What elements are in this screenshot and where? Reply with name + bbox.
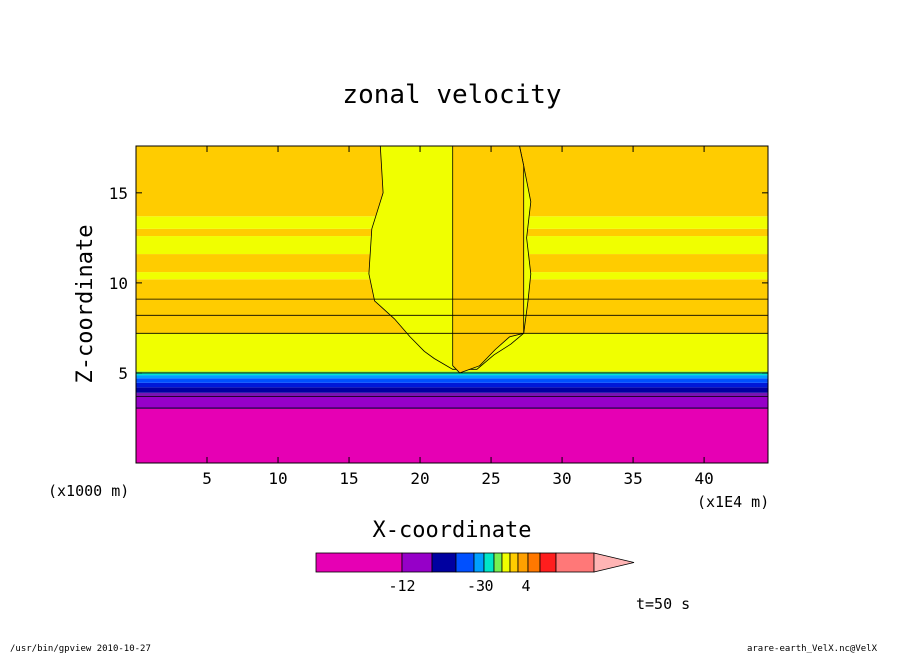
fill-layer-8 xyxy=(136,371,768,373)
x-tick-label: 15 xyxy=(339,469,358,488)
colorbar-box-8 xyxy=(509,552,519,573)
fill-layer-7 xyxy=(136,372,768,376)
colorbar-box-0 xyxy=(315,552,403,573)
plot-frame xyxy=(135,145,769,464)
y-tick-label: 5 xyxy=(118,364,128,383)
plot-area: 5 10 15 20 25 30 35 40 5 10 15 xyxy=(109,145,769,488)
colorbar-box-10 xyxy=(527,552,541,573)
y-axis-label: Z-coordinate xyxy=(73,225,98,384)
fill-layer-5 xyxy=(136,378,768,383)
colorbar-box-12 xyxy=(555,552,595,573)
colorbar-labels: -12 -3 0 4 xyxy=(388,577,530,595)
footer-right: arare-earth_VelX.nc@VelX xyxy=(747,644,878,654)
colorbar-box-4 xyxy=(473,552,485,573)
center-features xyxy=(368,145,532,374)
colorbar-box-6 xyxy=(493,552,503,573)
y-axis-ticks: 5 10 15 xyxy=(109,184,768,383)
x-tick-label: 30 xyxy=(552,469,571,488)
colorbar-arrow xyxy=(593,552,635,573)
colorbar-box-9 xyxy=(517,552,529,573)
x-tick-label: 20 xyxy=(410,469,429,488)
x-tick-label: 10 xyxy=(268,469,287,488)
fill-layer-6 xyxy=(136,375,768,379)
footer-left: /usr/bin/gpview 2010-10-27 xyxy=(10,644,151,654)
x-tick-label: 35 xyxy=(623,469,642,488)
colorbar-box-1 xyxy=(401,552,433,573)
y-tick-label: 10 xyxy=(109,274,128,293)
orange-wedge xyxy=(452,145,525,374)
fill-layer-0 xyxy=(136,408,768,463)
y-unit-label: (x1000 m) xyxy=(48,482,129,500)
x-axis-label: X-coordinate xyxy=(373,518,532,543)
colorbar-label: -3 xyxy=(467,577,485,595)
fill-layer-4 xyxy=(136,382,768,388)
colorbar xyxy=(315,552,635,573)
colorbar-label: 4 xyxy=(521,577,530,595)
time-annotation: t=50 s xyxy=(636,595,690,613)
colorbar-label: -12 xyxy=(388,577,415,595)
x-unit-label: (x1E4 m) xyxy=(697,493,769,511)
colorbar-box-2 xyxy=(431,552,457,573)
x-axis-ticks: 5 10 15 20 25 30 35 40 xyxy=(202,146,714,488)
colorbar-box-11 xyxy=(539,552,557,573)
fill-layer-3 xyxy=(136,387,768,393)
colorbar-box-7 xyxy=(501,552,511,573)
x-tick-label: 5 xyxy=(202,469,212,488)
fill-layer-2 xyxy=(136,392,768,397)
colorbar-box-5 xyxy=(483,552,495,573)
x-tick-label: 40 xyxy=(694,469,713,488)
colorbar-box-3 xyxy=(455,552,475,573)
fill-layer-1 xyxy=(136,396,768,409)
y-tick-label: 15 xyxy=(109,184,128,203)
contour-lines xyxy=(136,298,768,409)
chart-title: zonal velocity xyxy=(342,80,561,110)
x-tick-label: 25 xyxy=(481,469,500,488)
colorbar-label: 0 xyxy=(484,577,493,595)
